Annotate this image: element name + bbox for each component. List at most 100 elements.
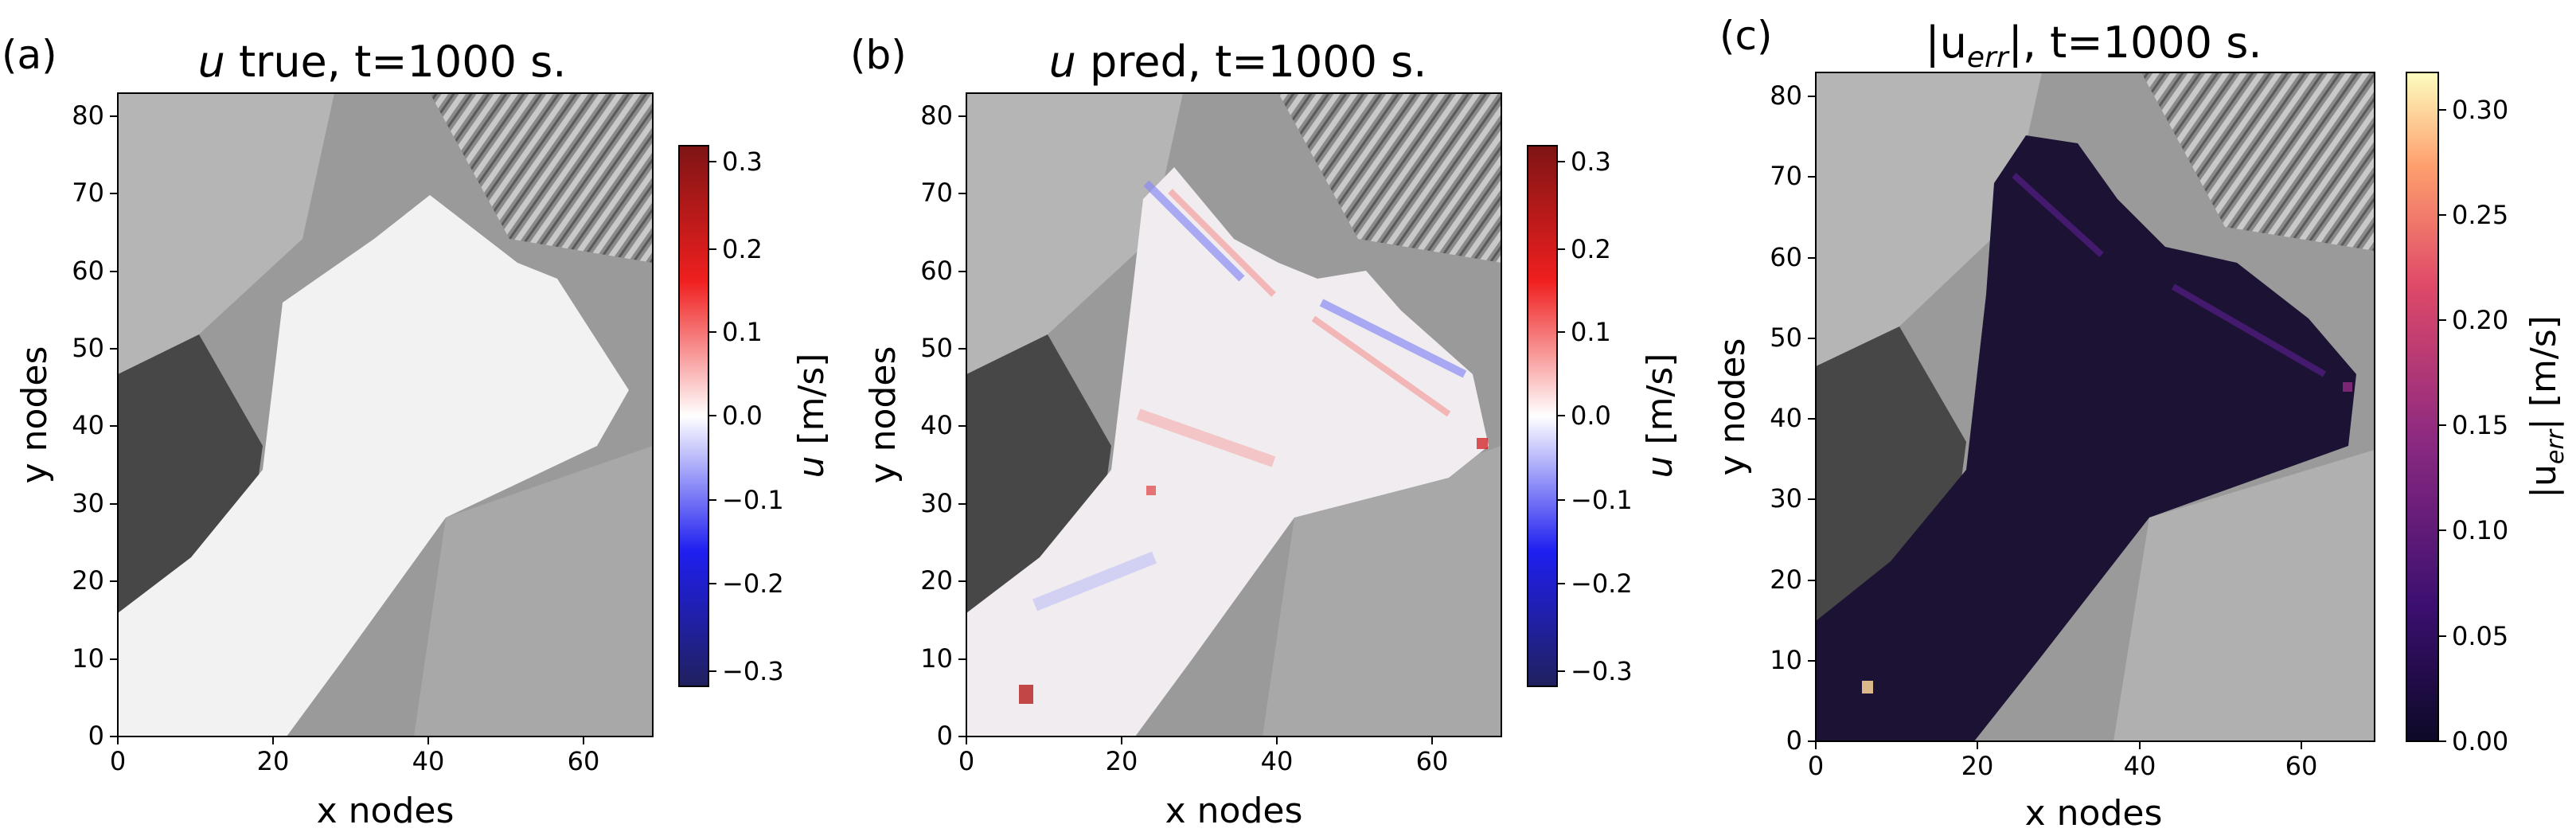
y-tick: 40 xyxy=(920,410,966,440)
y-tick: 80 xyxy=(72,100,118,131)
y-tick: 0 xyxy=(1786,725,1816,756)
panel-a-yaxis: 0 10 20 30 40 50 60 70 80 y nodes xyxy=(14,100,118,751)
x-tick-label: 20 xyxy=(1961,751,1994,781)
y-tick: 20 xyxy=(920,565,966,596)
x-tick: 20 xyxy=(257,736,290,776)
y-tick: 50 xyxy=(72,333,118,363)
y-tick: 0 xyxy=(937,721,966,751)
x-tick-label: 0 xyxy=(958,746,974,776)
y-tick-label: 30 xyxy=(72,488,104,518)
y-tick-label: 40 xyxy=(1770,403,1802,433)
cbar-tick: 0.3 xyxy=(708,147,763,177)
y-tick: 10 xyxy=(1770,645,1816,675)
cbar-tick-label: −0.1 xyxy=(1571,485,1633,515)
y-tick-label: 40 xyxy=(72,410,104,440)
y-tick-label: 20 xyxy=(1770,565,1802,595)
panel-a-colorbar: 0.3 0.2 0.1 0.0 −0.1 −0.2 −0.3 u [m/s] xyxy=(678,145,832,687)
y-tick: 70 xyxy=(920,178,966,208)
cbar-tick-label: 0.3 xyxy=(1571,147,1611,177)
y-tick-label: 10 xyxy=(920,643,953,674)
cbar-tick-label: 0.20 xyxy=(2452,305,2508,335)
cbar-tick-label: 0.0 xyxy=(1571,400,1611,431)
y-tick: 70 xyxy=(1770,161,1816,191)
cbar-tick: 0.0 xyxy=(1557,400,1611,431)
terrain-ridge xyxy=(430,93,653,263)
y-tick: 60 xyxy=(1770,242,1816,272)
cbar-tick: 0.10 xyxy=(2438,515,2508,545)
x-axis-label: x nodes xyxy=(2025,793,2163,834)
cbar-tick: 0.30 xyxy=(2438,95,2508,125)
cbar-tick: −0.3 xyxy=(708,656,784,686)
cbar-tick-label: 0.15 xyxy=(2452,410,2508,440)
x-tick-label: 60 xyxy=(1416,746,1449,776)
panel-b-yaxis: 0 10 20 30 40 50 60 70 80 y nodes xyxy=(863,100,966,751)
x-tick-label: 20 xyxy=(257,746,290,776)
flow-region xyxy=(118,195,629,736)
cbar-tick: 0.15 xyxy=(2438,410,2508,440)
y-tick: 80 xyxy=(920,100,966,131)
cbar-tick: −0.2 xyxy=(1557,568,1633,599)
y-tick: 0 xyxy=(88,721,118,751)
cbar-tick-label: −0.2 xyxy=(722,568,784,599)
panel-b-xaxis: 0 20 40 60 x nodes xyxy=(958,736,1449,831)
panel-b-colorbar: 0.3 0.2 0.1 0.0 −0.1 −0.2 −0.3 u [m/s] xyxy=(1527,145,1680,687)
terrain-ridge xyxy=(2141,72,2375,251)
cbar-tick-label: −0.3 xyxy=(722,656,784,686)
x-tick: 20 xyxy=(1961,741,1994,781)
x-tick: 0 xyxy=(958,736,974,776)
y-tick: 40 xyxy=(72,410,118,440)
colorbar-label: u [m/s] xyxy=(1640,354,1680,479)
cbar-tick-label: 0.1 xyxy=(1571,317,1611,347)
y-tick: 50 xyxy=(920,333,966,363)
y-tick: 40 xyxy=(1770,403,1816,433)
cbar-tick-label: 0.2 xyxy=(722,234,763,264)
x-tick: 40 xyxy=(1261,736,1293,776)
y-tick-label: 80 xyxy=(1770,80,1802,111)
panel-b-label: (b) xyxy=(850,32,907,78)
terrain-right-lower xyxy=(414,446,653,736)
panel-c-colorbar: 0.30 0.25 0.20 0.15 0.10 0.05 0.00 |uerr… xyxy=(2406,72,2570,756)
colorbar-gradient xyxy=(678,145,709,687)
cbar-tick: 0.1 xyxy=(708,317,763,347)
y-tick: 20 xyxy=(1770,565,1816,595)
x-tick: 40 xyxy=(412,736,444,776)
y-tick-label: 0 xyxy=(1786,725,1802,756)
x-tick-label: 20 xyxy=(1106,746,1138,776)
cbar-tick: 0.25 xyxy=(2438,200,2508,230)
cbar-tick-label: 0.05 xyxy=(2452,621,2508,651)
y-tick: 20 xyxy=(72,565,118,596)
y-tick-label: 70 xyxy=(1770,161,1802,191)
panel-b-title: u pred, t=1000 s. xyxy=(1049,37,1427,87)
panel-a-label: (a) xyxy=(2,32,57,78)
panel-c-yaxis: 0 10 20 30 40 50 60 70 80 y nodes xyxy=(1712,80,1816,756)
terrain-light-left xyxy=(966,93,1183,374)
terrain-right-lower xyxy=(1263,446,1501,736)
y-tick: 50 xyxy=(1770,322,1816,353)
cbar-tick-label: 0.2 xyxy=(1571,234,1611,264)
flow-region xyxy=(966,167,1489,736)
cbar-tick: 0.20 xyxy=(2438,305,2508,335)
y-tick-label: 20 xyxy=(920,565,953,596)
x-axis-label: x nodes xyxy=(317,791,455,831)
y-tick: 70 xyxy=(72,178,118,208)
y-axis-label: y nodes xyxy=(1712,338,1753,476)
panel-a-title: u true, t=1000 s. xyxy=(198,37,567,87)
panel-b: (b) u pred, t=1000 s. 0 xyxy=(850,32,1680,831)
x-tick-label: 0 xyxy=(110,746,126,776)
panel-c: (c) |uerr|, t=1000 s. 0 10 20 30 40 50 xyxy=(1712,13,2570,834)
cbar-tick: 0.2 xyxy=(1557,234,1611,264)
y-tick-label: 60 xyxy=(1770,242,1802,272)
cbar-tick-label: −0.3 xyxy=(1571,656,1633,686)
cbar-tick-label: 0.00 xyxy=(2452,726,2508,756)
panel-c-xaxis: 0 20 40 60 x nodes xyxy=(1808,741,2317,834)
y-tick-label: 70 xyxy=(72,178,104,208)
cbar-tick-label: 0.3 xyxy=(722,147,763,177)
y-tick-label: 30 xyxy=(920,488,953,518)
cbar-tick: 0.2 xyxy=(708,234,763,264)
terrain-light-left xyxy=(118,93,334,374)
y-tick-label: 30 xyxy=(1770,483,1802,514)
terrain-light-left xyxy=(1816,72,2042,366)
y-tick-label: 60 xyxy=(72,256,104,286)
x-tick: 20 xyxy=(1106,736,1138,776)
